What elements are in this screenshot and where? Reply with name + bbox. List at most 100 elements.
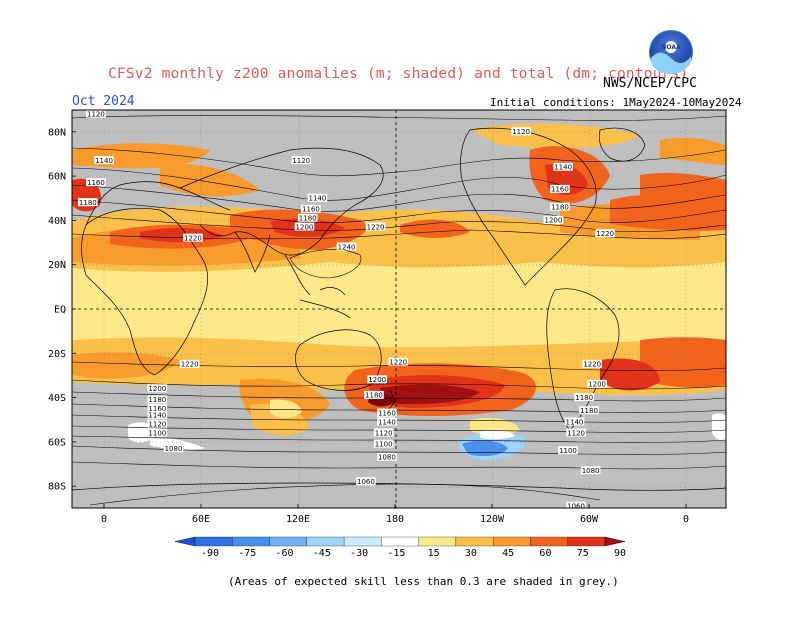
contour-label: 1200	[545, 217, 563, 225]
colorbar-arrow-left	[174, 536, 196, 547]
contour-label-bg	[550, 184, 570, 193]
contour-label: 1140	[554, 164, 572, 172]
contour-label: 1180	[551, 203, 569, 211]
skill-footnote: (Areas of expected skill less than 0.3 a…	[228, 575, 619, 588]
contour-label-bg	[301, 204, 321, 213]
colorbar-swatch	[381, 536, 419, 547]
contour-label-bg	[163, 444, 184, 453]
contour-label-bg	[367, 375, 388, 384]
contour-label-bg	[574, 393, 594, 402]
lat-tick-label: 60N	[48, 172, 66, 183]
contour-label-bg	[356, 477, 376, 486]
contour-label: 1180	[365, 392, 383, 400]
initial-conditions: Initial conditions: 1May2024-10May2024	[490, 96, 742, 109]
contour-label: 1220	[583, 361, 601, 369]
contour-label: 1080	[378, 454, 396, 462]
contour-label: 1180	[148, 396, 166, 404]
contour-label: 1200	[588, 381, 606, 389]
lat-tick-label: 20S	[48, 349, 66, 360]
contour-label: 1160	[302, 206, 320, 214]
lon-tick-label: 0	[683, 514, 689, 525]
contour-label: 1080	[165, 445, 183, 453]
contour-label-bg	[78, 198, 98, 207]
contour-label-bg	[336, 242, 357, 251]
lon-tick-label: 120E	[286, 514, 310, 525]
lon-tick-label: 180	[386, 514, 404, 525]
contour-label-bg	[564, 417, 585, 426]
latitude-axis: 80N 60N 40N 20N EQ 20S 40S 60S 80S	[48, 127, 76, 493]
contour-lines	[72, 115, 726, 506]
contour-labels: 1120114011601180112011401160118012001220…	[78, 110, 615, 510]
contour-label-bg	[377, 408, 397, 417]
contour-label: 1140	[95, 157, 113, 165]
contour-label-bg	[543, 215, 564, 224]
lat-tick-label: 20N	[48, 260, 66, 271]
lat-tick-label: 60S	[48, 437, 66, 448]
contour-label: 1220	[596, 230, 614, 238]
colorbar-tick-label: 15	[428, 548, 440, 559]
colorbar-swatch	[306, 536, 345, 547]
contour-label: 1220	[389, 358, 407, 366]
contour-label-bg	[291, 156, 312, 165]
contour-label-bg	[179, 359, 200, 368]
contour-label: 1160	[551, 186, 569, 194]
contour-label: 1160	[87, 179, 105, 187]
contour-label: 1120	[512, 128, 530, 136]
contour-label-bg	[582, 359, 603, 368]
colorbar-arrow-right	[604, 536, 626, 547]
colorbar-tick-label: -15	[387, 548, 405, 559]
contour-label: 1140	[378, 418, 396, 426]
colorbar-tick-label: 30	[465, 548, 477, 559]
contour-label: 1120	[567, 429, 585, 437]
contour-label-bg	[94, 156, 114, 165]
contour-label-bg	[566, 428, 586, 437]
contour-label-bg	[388, 357, 409, 366]
lat-tick-label: 80S	[48, 482, 66, 493]
contour-label: 1220	[367, 223, 385, 231]
contour-label-bg	[294, 222, 315, 231]
colorbar-swatch	[418, 536, 457, 547]
contour-label: 1060	[567, 502, 585, 510]
contour-label: 1100	[375, 440, 393, 448]
colorbar-swatch	[455, 536, 494, 547]
contour-label-bg	[579, 406, 599, 415]
contour-label: 1160	[148, 405, 166, 413]
noaa-logo-icon: NOAA	[649, 30, 693, 74]
colorbar	[174, 536, 626, 547]
contour-label: 1100	[148, 429, 166, 437]
contour-label-bg	[553, 162, 573, 171]
contour-label-bg	[587, 379, 607, 388]
map-title: CFSv2 monthly z200 anomalies (m; shaded)…	[108, 66, 689, 82]
lon-tick-label: 60E	[192, 514, 210, 525]
contour-label: 1120	[87, 110, 105, 118]
contour-label: 1180	[575, 394, 593, 402]
contour-label-bg	[377, 417, 397, 426]
contour-label: 1180	[580, 407, 598, 415]
contour-label-bg	[558, 446, 578, 455]
contour-label-bg	[147, 428, 168, 437]
colorbar-tick-label: 60	[539, 548, 551, 559]
contour-label: 1160	[378, 409, 396, 417]
lat-tick-label: 40S	[48, 393, 66, 404]
noaa-logo-text: NOAA	[661, 44, 681, 51]
colorbar-swatch	[567, 536, 606, 547]
colorbar-swatch	[269, 536, 307, 547]
contour-label-bg	[147, 384, 168, 393]
lon-tick-label: 60W	[580, 514, 599, 525]
contour-label-bg	[147, 419, 168, 428]
contour-label-bg	[183, 233, 203, 242]
colorbar-swatch	[493, 536, 531, 547]
contour-label: 1140	[308, 195, 326, 203]
contour-label-bg	[511, 127, 531, 136]
contour-label-bg	[147, 410, 168, 419]
contour-label-bg	[86, 178, 106, 187]
contour-label: 1200	[296, 223, 314, 231]
contour-label: 1120	[375, 429, 393, 437]
contour-label-bg	[297, 213, 318, 222]
contour-label-bg	[373, 439, 394, 448]
contour-label-bg	[580, 466, 601, 475]
contour-label: 1140	[566, 418, 584, 426]
contour-label: 1200	[368, 376, 386, 384]
lat-tick-label: 80N	[48, 127, 66, 138]
